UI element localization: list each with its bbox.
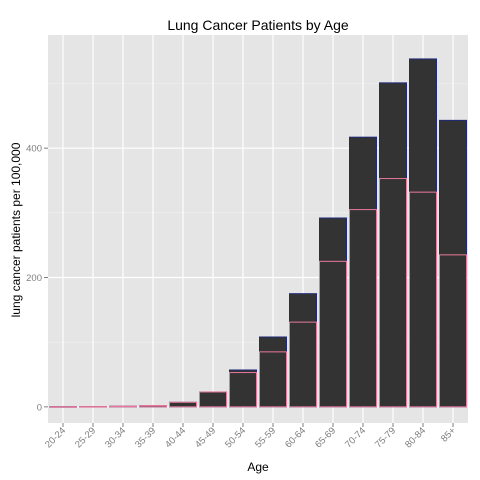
y-tick-label: 0 bbox=[37, 402, 42, 413]
bar-2-70-74 bbox=[349, 209, 377, 408]
bars bbox=[49, 58, 467, 408]
y-tick-label: 400 bbox=[26, 144, 42, 155]
bar-2-30-34 bbox=[109, 405, 137, 408]
bar-2-35-39 bbox=[139, 405, 167, 408]
x-axis-title: Age bbox=[247, 460, 269, 474]
bar-2-65-69 bbox=[319, 260, 347, 408]
bar-2-50-54 bbox=[229, 372, 257, 408]
y-tick-label: 200 bbox=[26, 273, 42, 284]
bar-2-25-29 bbox=[79, 406, 107, 408]
y-axis-ticks: 0 200 400 bbox=[26, 144, 48, 413]
bar-2-40-44 bbox=[169, 401, 197, 408]
bar-2-20-24 bbox=[49, 406, 77, 408]
chart-title: Lung Cancer Patients by Age bbox=[167, 17, 349, 33]
bar-2-45-49 bbox=[199, 391, 227, 408]
y-axis-title: lung cancer patients per 100,000 bbox=[9, 142, 23, 317]
bar-2-75-79 bbox=[379, 178, 407, 408]
bar-2-55-59 bbox=[259, 351, 287, 408]
bar-2-80-84 bbox=[409, 191, 437, 408]
bar-2-60-64 bbox=[289, 321, 317, 408]
bar-2-85+ bbox=[439, 254, 467, 408]
